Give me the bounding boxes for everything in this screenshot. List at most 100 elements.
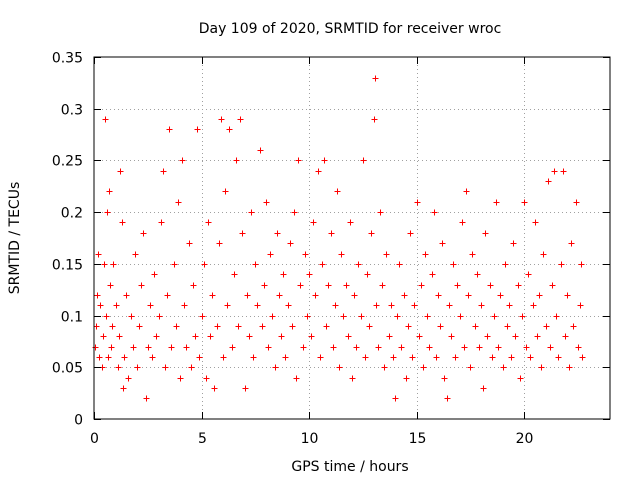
data-point [371,116,378,123]
data-point [203,375,210,382]
data-point [512,333,519,340]
data-point [108,344,115,351]
data-point [265,344,272,351]
data-point [345,333,352,340]
data-point [177,375,184,382]
data-point [351,292,358,299]
data-point [429,271,436,278]
data-point [218,116,225,123]
data-point [472,323,479,330]
data-point [578,261,585,268]
x-tick-label: 10 [301,431,319,447]
x-axis-label: GPS time / hours [291,459,408,475]
data-point [564,292,571,299]
data-point [306,271,313,278]
data-point [409,354,416,361]
data-point [192,333,199,340]
data-point [366,323,373,330]
data-point [435,292,442,299]
data-point [188,364,195,371]
data-point [392,395,399,402]
data-point [166,126,173,133]
data-point [134,364,141,371]
data-point [183,344,190,351]
data-point [252,261,259,268]
data-point [495,344,502,351]
data-point [199,313,206,320]
data-point [125,375,132,382]
data-point [101,261,108,268]
data-point [450,261,457,268]
data-point [319,261,326,268]
data-point [405,323,412,330]
data-point [226,126,233,133]
data-point [162,364,169,371]
data-point [530,302,537,309]
data-point [418,282,425,289]
data-point [171,261,178,268]
data-point [491,313,498,320]
data-point [390,354,397,361]
data-point [560,168,567,175]
y-tick-label: 0.05 [52,361,83,377]
data-point [280,271,287,278]
data-point [353,344,360,351]
data-point [411,302,418,309]
data-point [103,313,110,320]
data-point [201,261,208,268]
data-point [295,157,302,164]
data-point [403,375,410,382]
data-point [120,385,127,392]
data-point [109,323,116,330]
data-point [396,261,403,268]
data-point [310,219,317,226]
data-point [422,251,429,258]
data-point [317,354,324,361]
data-point [229,344,236,351]
data-point [160,168,167,175]
plot-frame [93,56,611,420]
data-point [555,354,562,361]
y-tick-label: 0.2 [61,206,83,222]
data-point [220,354,227,361]
data-point [175,199,182,206]
data-point [465,292,472,299]
data-point [147,302,154,309]
data-points [92,75,586,402]
y-tick-label: 0.15 [52,258,83,274]
data-point [153,333,160,340]
data-point [138,282,145,289]
chart-title: Day 109 of 2020, SRMTID for receiver wro… [199,21,502,37]
data-point [360,157,367,164]
data-point [293,375,300,382]
data-point [487,282,494,289]
data-point [568,240,575,247]
data-point [246,333,253,340]
data-point [506,302,513,309]
data-point [439,240,446,247]
data-point [454,282,461,289]
data-point [136,323,143,330]
data-point [97,302,104,309]
grid-lines [94,57,610,419]
data-point [540,251,547,258]
data-point [115,364,122,371]
data-point [364,271,371,278]
data-point [381,364,388,371]
data-point [343,282,350,289]
data-point [489,354,496,361]
data-point [504,323,511,330]
data-point [261,282,268,289]
data-point [196,354,203,361]
y-tick-label: 0.1 [61,310,83,326]
data-point [186,240,193,247]
data-point [394,313,401,320]
data-point [474,271,481,278]
data-point [336,364,343,371]
data-point [168,344,175,351]
data-point [463,188,470,195]
data-point [123,292,130,299]
data-point [510,240,517,247]
data-point [416,333,423,340]
